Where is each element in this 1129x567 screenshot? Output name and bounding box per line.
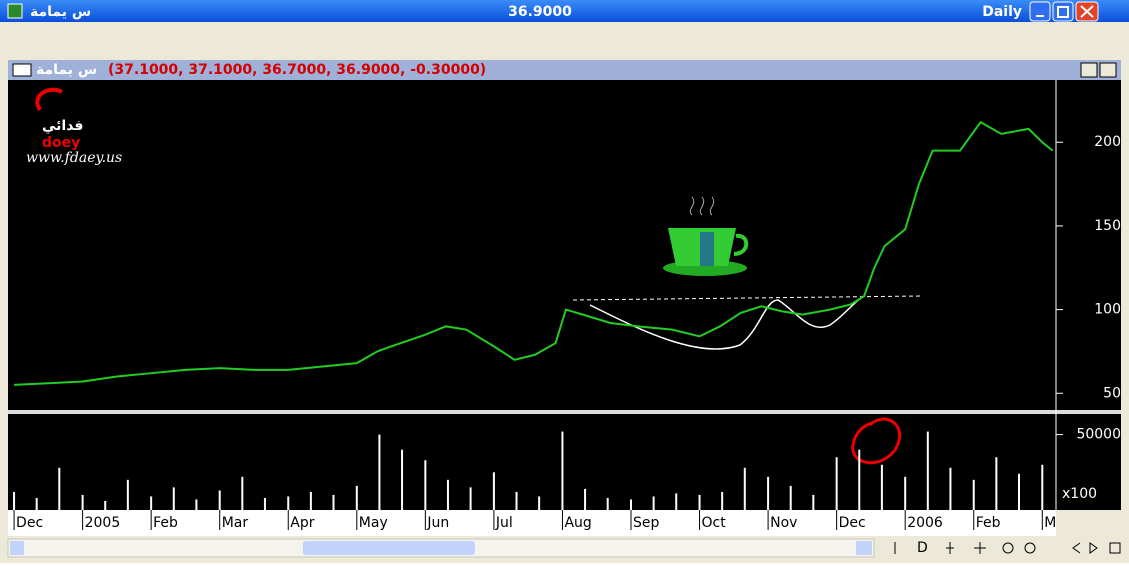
x-tick-label: 2006 <box>907 515 943 531</box>
volume-bar <box>858 450 860 510</box>
volume-bar <box>836 457 838 510</box>
x-tick-label: Oct <box>702 515 727 531</box>
volume-bar <box>949 468 951 510</box>
volume-bar <box>927 432 929 510</box>
logo-url: www.fdaey.us <box>26 150 122 166</box>
x-tick-label: Mar <box>222 515 249 531</box>
window-title: س يمامة <box>30 4 91 20</box>
volume-bar <box>538 496 540 510</box>
x-tick-label: May <box>359 515 388 531</box>
volume-bar <box>82 495 84 510</box>
x-tick-label: Dec <box>839 515 866 531</box>
volume-bar <box>790 486 792 510</box>
y-tick-label: 100 <box>1094 302 1121 318</box>
volume-bar <box>264 498 266 510</box>
x-tick-label: Sep <box>633 515 660 531</box>
y-tick-label: 200 <box>1094 134 1121 150</box>
volume-bar <box>653 496 655 510</box>
volume-bar <box>356 486 358 510</box>
volume-bar <box>424 460 426 510</box>
volume-bar <box>721 492 723 510</box>
volume-bar <box>607 498 609 510</box>
series-name: س يمامة <box>36 62 97 78</box>
volume-bar <box>219 490 221 510</box>
volume-bar <box>675 493 677 510</box>
pane-restore[interactable] <box>1081 63 1097 77</box>
volume-bar <box>378 435 380 510</box>
volume-bar <box>287 496 289 510</box>
volume-bar <box>36 498 38 510</box>
minimize-button[interactable] <box>1030 2 1050 21</box>
window-price: 36.9000 <box>508 4 572 20</box>
volume-bar <box>13 492 15 510</box>
volume-bar <box>127 480 129 510</box>
series-swatch <box>13 64 31 76</box>
volume-bar <box>904 477 906 510</box>
volume-bar <box>767 477 769 510</box>
volume-bar <box>310 492 312 510</box>
scroll-left[interactable] <box>10 541 24 555</box>
volume-bar <box>195 499 197 510</box>
volume-bar <box>173 487 175 510</box>
volume-bar <box>699 495 701 510</box>
volume-bar <box>812 495 814 510</box>
volume-bar <box>995 457 997 510</box>
volume-bar <box>1018 474 1020 510</box>
volume-bar <box>630 499 632 510</box>
toolbar-d[interactable]: D <box>917 540 928 556</box>
pane-divider <box>8 410 1121 414</box>
x-tick-label: Jun <box>426 515 449 531</box>
volume-bar <box>58 468 60 510</box>
volume-bar <box>401 450 403 510</box>
window-period: Daily <box>982 4 1022 20</box>
volume-bar <box>516 492 518 510</box>
pane-close[interactable] <box>1100 63 1116 77</box>
x-tick-label: Aug <box>564 515 591 531</box>
x-tick-label: Nov <box>770 515 797 531</box>
app-icon <box>8 4 22 18</box>
window: س يمامة 36.9000 Daily س يمامة (37.1000, … <box>0 0 1129 563</box>
y-tick-label: 50000 <box>1076 427 1121 443</box>
x-tick-label: 2005 <box>85 515 121 531</box>
logo-arabic: فدائي <box>42 118 83 134</box>
x-tick-label: M <box>1044 515 1056 531</box>
ohlc: (37.1000, 37.1000, 36.7000, 36.9000, -0.… <box>108 62 486 78</box>
y-tick-label: 50 <box>1103 385 1121 401</box>
scroll-thumb[interactable] <box>303 541 475 555</box>
volume-bar <box>1041 465 1043 510</box>
volume-bar <box>493 472 495 510</box>
cup-shade <box>700 232 714 266</box>
volume-bar <box>332 495 334 510</box>
volume-bar <box>150 496 152 510</box>
volume-bar <box>744 468 746 510</box>
volume-bar <box>881 465 883 510</box>
x-tick-label: Apr <box>290 515 314 531</box>
logo-latin: doey <box>42 135 80 151</box>
chart-area <box>8 80 1121 510</box>
volume-bar <box>584 489 586 510</box>
x-tick-label: Feb <box>153 515 178 531</box>
volume-bar <box>973 480 975 510</box>
maximize-button[interactable] <box>1053 2 1073 21</box>
x-tick-label: Dec <box>16 515 43 531</box>
y-tick-label: 150 <box>1094 218 1121 234</box>
x-tick-label: Feb <box>976 515 1001 531</box>
volume-bar <box>561 432 563 510</box>
volume-bar <box>241 477 243 510</box>
volume-scale-note: x100 <box>1062 486 1097 502</box>
scroll-right[interactable] <box>856 541 872 555</box>
x-tick-label: Jul <box>495 515 513 531</box>
volume-bar <box>447 480 449 510</box>
volume-bar <box>104 501 106 510</box>
volume-bar <box>470 487 472 510</box>
